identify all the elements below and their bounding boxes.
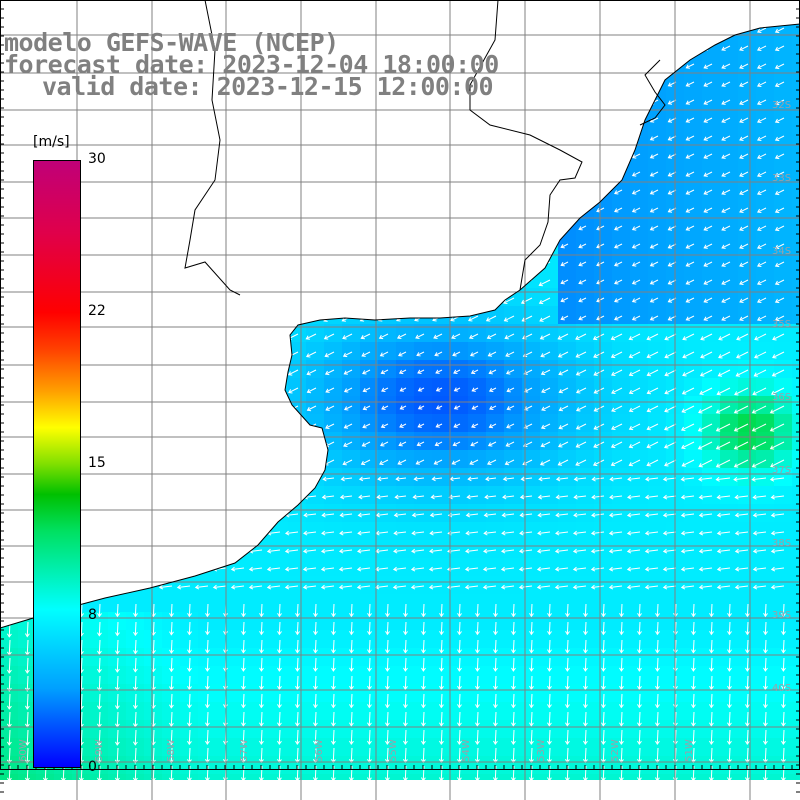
latitude-label: 32S [772,100,792,111]
latitude-label: 39S [772,610,792,621]
colorbar-tick-0: 0 [88,759,97,775]
longitude-label: 56W [313,739,325,762]
colorbar [33,160,81,768]
longitude-label: 52W [609,739,621,762]
longitude-label: 54W [460,739,472,762]
colorbar-tick-8: 8 [88,607,97,623]
latitude-label: 33S [772,173,792,184]
latitude-label: 36S [772,392,792,403]
colorbar-tick-30: 30 [88,151,106,167]
title-valid-date: valid date: 2023-12-15 12:00:00 [42,72,494,101]
latitude-label: 35S [772,319,792,330]
title-forecast-date: forecast date: 2023-12-04 18:00:00 [4,50,499,79]
latitude-label: 37S [772,465,792,476]
longitude-label: 57W [238,739,250,762]
latitude-label: 38S [772,538,792,549]
colorbar-tick-22: 22 [88,303,106,319]
longitude-label: 55W [387,739,399,762]
latitude-label: 34S [772,246,792,257]
longitude-label: 51W [683,739,695,762]
colorbar-unit: [m/s] [33,134,70,150]
longitude-label: 53W [535,739,547,762]
colorbar-tick-15: 15 [88,455,106,471]
longitude-label: 58W [165,739,177,762]
longitude-label: 59W [93,739,105,762]
longitude-label: 60W [17,739,29,762]
latitude-label: 40S [772,683,792,694]
title-model: modelo GEFS-WAVE (NCEP) [4,28,339,57]
